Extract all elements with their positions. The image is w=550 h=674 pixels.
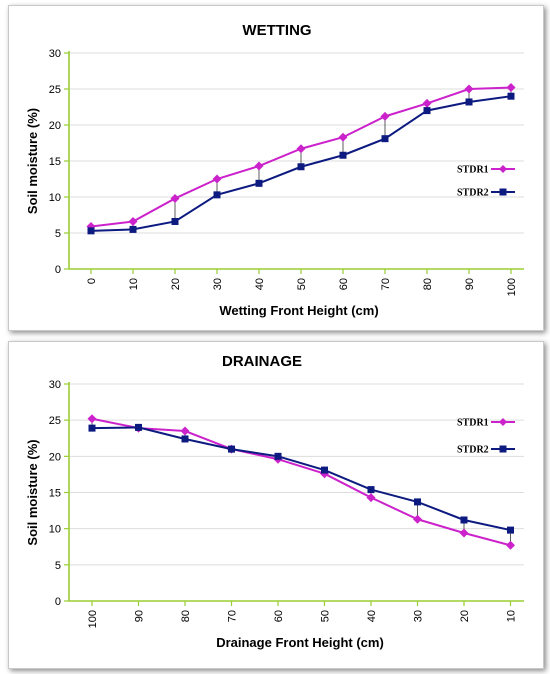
legend-marker-stdr2 xyxy=(499,445,507,453)
data-point-stdr2 xyxy=(381,135,389,143)
data-point-stdr1 xyxy=(380,111,390,121)
y-tick-label: 10 xyxy=(49,524,61,536)
data-point-stdr2 xyxy=(507,92,515,100)
data-point-stdr1 xyxy=(320,469,329,479)
x-tick-label: 60 xyxy=(338,278,350,290)
data-point-stdr1 xyxy=(254,161,264,171)
data-point-stdr2 xyxy=(181,435,189,443)
data-point-stdr1 xyxy=(180,426,190,436)
x-tick-label: 100 xyxy=(506,278,518,296)
data-point-stdr2 xyxy=(213,191,221,199)
data-point-stdr2 xyxy=(171,217,179,225)
data-point-stdr2 xyxy=(297,163,305,171)
x-tick-label: 100 xyxy=(87,610,99,628)
y-tick-label: 20 xyxy=(49,120,61,132)
legend-label-stdr2: STDR2 xyxy=(457,188,489,199)
data-point-stdr1 xyxy=(338,132,348,142)
data-point-stdr1 xyxy=(87,414,97,424)
y-tick-label: 20 xyxy=(49,451,61,463)
y-tick-label: 0 xyxy=(55,596,61,608)
data-point-stdr1 xyxy=(464,84,474,94)
data-point-stdr2 xyxy=(423,107,431,115)
data-point-stdr2 xyxy=(228,445,235,453)
data-point-stdr1 xyxy=(128,216,138,226)
wetting-chart-panel: WETTING 0 5 10 15 20 25 30 0 10 20 30 40 50 60 70 80 90 10… xyxy=(8,5,544,331)
y-tick-label: 5 xyxy=(55,560,61,572)
data-point-stdr1 xyxy=(506,540,515,550)
data-point-stdr1 xyxy=(459,528,469,538)
x-tick-label: 20 xyxy=(459,610,471,622)
data-point-stdr2 xyxy=(367,486,375,494)
series-line-stdr1 xyxy=(91,417,511,547)
legend-marker-stdr2 xyxy=(499,188,507,196)
legend-marker-stdr1 xyxy=(499,418,507,426)
data-point-stdr2 xyxy=(460,516,468,524)
x-tick-label: 50 xyxy=(320,610,332,622)
y-tick-label: 30 xyxy=(49,48,61,60)
data-point-stdr2 xyxy=(135,423,142,431)
chart-title: DRAINAGE xyxy=(222,353,302,370)
data-point-stdr1 xyxy=(212,174,222,184)
x-tick-label: 0 xyxy=(86,278,98,284)
data-point-stdr2 xyxy=(414,498,421,506)
x-tick-label: 50 xyxy=(296,278,308,290)
x-tick-label: 30 xyxy=(413,610,425,622)
y-tick-label: 25 xyxy=(49,415,61,427)
x-tick-label: 70 xyxy=(227,610,239,622)
series-line-stdr2 xyxy=(91,426,511,532)
x-tick-label: 90 xyxy=(464,278,476,290)
legend-marker-stdr1 xyxy=(499,165,507,173)
x-tick-label: 40 xyxy=(366,610,378,622)
legend-label-stdr2: STDR2 xyxy=(457,445,489,456)
data-point-stdr1 xyxy=(413,514,422,524)
x-tick-label: 20 xyxy=(170,278,182,290)
y-tick-label: 0 xyxy=(55,264,61,276)
x-tick-label: 70 xyxy=(380,278,392,290)
data-point-stdr1 xyxy=(366,493,376,503)
data-point-stdr2 xyxy=(87,227,95,235)
y-axis-label: Soil moisture (%) xyxy=(25,108,40,214)
x-tick-label: 10 xyxy=(128,278,140,290)
y-tick-label: 15 xyxy=(49,488,61,500)
x-tick-label: 80 xyxy=(180,610,192,622)
data-point-stdr2 xyxy=(321,466,328,474)
data-point-stdr2 xyxy=(255,179,263,187)
data-point-stdr1 xyxy=(296,144,306,154)
data-point-stdr1 xyxy=(422,98,432,108)
x-axis-label: Wetting Front Height (cm) xyxy=(219,303,378,318)
data-point-stdr2 xyxy=(88,424,96,432)
data-point-stdr2 xyxy=(507,526,514,534)
x-axis-label: Drainage Front Height (cm) xyxy=(216,635,384,650)
data-point-stdr2 xyxy=(465,98,473,106)
x-tick-label: 10 xyxy=(506,610,518,622)
y-tick-label: 10 xyxy=(49,192,61,204)
wetting-chart: WETTING 0 5 10 15 20 25 30 0 10 20 30 40 50 60 70 80 90 10… xyxy=(25,22,524,318)
x-tick-label: 80 xyxy=(422,278,434,290)
y-tick-label: 25 xyxy=(49,84,61,96)
y-tick-label: 30 xyxy=(49,379,61,391)
data-point-stdr1 xyxy=(506,83,516,93)
x-tick-label: 90 xyxy=(134,610,146,622)
x-tick-label: 60 xyxy=(273,610,285,622)
x-tick-label: 40 xyxy=(254,278,266,290)
y-tick-label: 15 xyxy=(49,156,61,168)
x-tick-label: 30 xyxy=(212,278,224,290)
data-point-stdr2 xyxy=(129,225,137,233)
data-point-stdr2 xyxy=(274,452,282,460)
drainage-chart: DRAINAGE 0 5 10 15 20 25 30 100 90 80 70 60 50 40 30 20 1… xyxy=(25,353,524,650)
data-point-stdr2 xyxy=(339,151,347,159)
data-point-stdr1 xyxy=(170,193,180,203)
legend-label-stdr1: STDR1 xyxy=(457,418,489,429)
y-tick-label: 5 xyxy=(55,228,61,240)
legend-label-stdr1: STDR1 xyxy=(457,165,489,176)
chart-title: WETTING xyxy=(242,22,311,39)
y-axis-label: Soil moisture (%) xyxy=(25,439,40,545)
drainage-chart-panel: DRAINAGE 0 5 10 15 20 25 30 100 90 80 70 60 50 40 30 20 1… xyxy=(8,341,544,669)
